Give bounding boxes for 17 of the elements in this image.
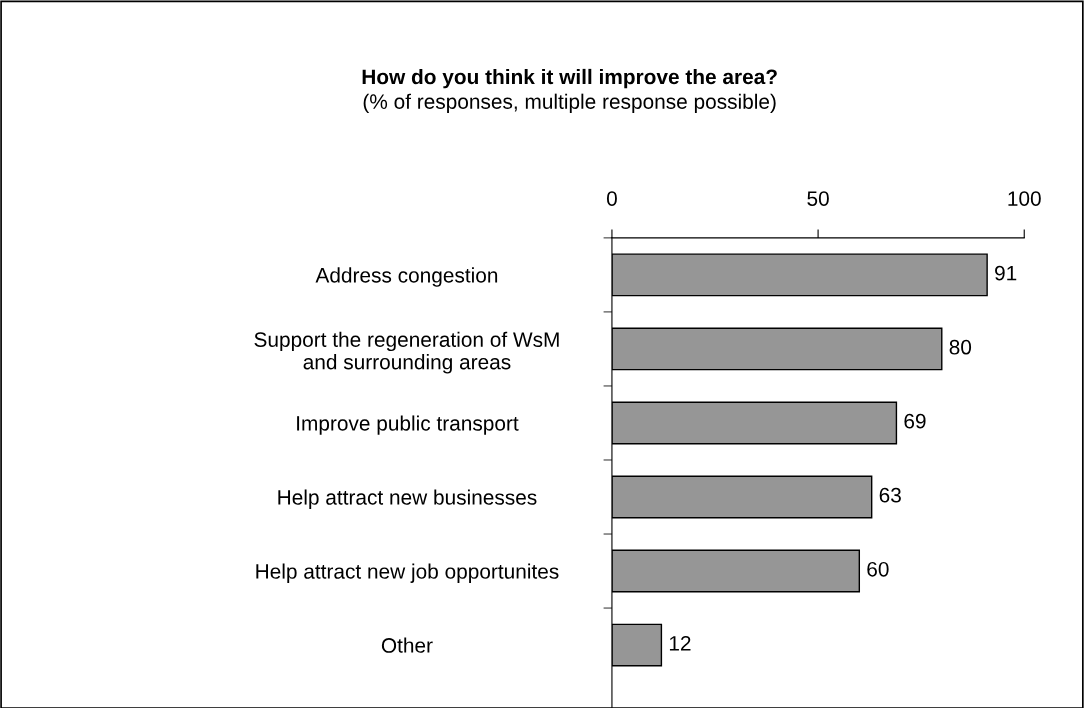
x-tick-label: 0 xyxy=(606,191,617,206)
x-tick-label: 50 xyxy=(807,191,829,206)
data-label: 91 xyxy=(995,265,1017,281)
y-tick-label: Address congestion xyxy=(315,267,498,287)
y-tick-label: Improve public transport xyxy=(297,415,519,435)
data-label: 63 xyxy=(879,487,901,503)
x-tick-label: 100 xyxy=(1008,191,1041,206)
data-label: 60 xyxy=(867,561,889,577)
y-tick-label: Other xyxy=(381,637,433,653)
y-tick-label: Support the regeneration of WsM and surrounding areas xyxy=(254,331,559,374)
data-label: 69 xyxy=(904,413,926,429)
chart-subtitle: (% of responses, multiple response possible) xyxy=(363,93,776,114)
chart-title: How do you think it will improve the area? xyxy=(362,68,777,89)
y-tick-label: Help attract new businesses xyxy=(278,489,537,509)
y-tick-label: Help attract new job opportunites xyxy=(256,563,559,583)
data-label: 12 xyxy=(669,635,691,651)
data-label: 80 xyxy=(949,339,972,355)
